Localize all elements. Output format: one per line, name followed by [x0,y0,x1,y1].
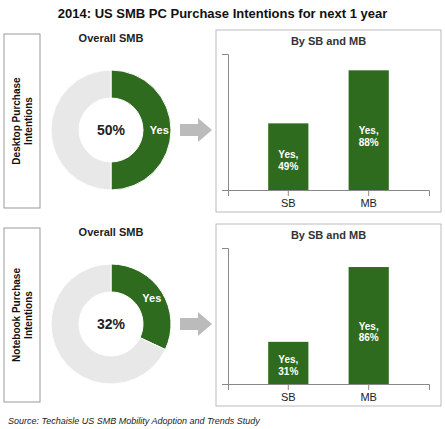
tick [288,384,289,390]
bars [268,70,389,190]
bar [349,267,389,384]
data-label: Yes,31% [278,354,298,377]
panel-frame [216,30,441,212]
tick [368,190,369,196]
panel-frame [216,224,441,406]
donut: Yes 50% [51,70,171,190]
pie-chart: Desktop PurchaseIntentions Overall SMB Yes… [4,32,212,208]
arrow [180,312,212,336]
chart-title: Overall SMB [79,32,144,44]
pie-chart: Notebook PurchaseIntentions Overall SMB Ye… [4,226,212,402]
chart-title: Overall SMB [79,226,144,238]
section-label: Desktop PurchaseIntentions [11,77,34,165]
section-label-box [4,228,40,402]
tick [288,190,289,196]
bar [268,123,308,190]
tick-label: SB [281,391,296,403]
axis-line [229,385,430,391]
data-label: Yes,86% [359,320,379,343]
chart-title: By SB and MB [291,35,366,47]
source: Source: Techaisle US SMB Mobility Adopti… [8,416,260,426]
axis-line [222,55,229,191]
tick-label: MB [360,391,377,403]
donut: Yes 32% [51,264,171,384]
center-label: 32% [97,316,126,332]
slice [111,264,171,350]
y-axis [222,55,229,191]
y-axis [222,249,229,385]
x-axis: SB MB [229,384,430,403]
tick-label: MB [360,197,377,209]
chart: 2014: US SMB PC Purchase Intentions for … [0,0,445,429]
slice [51,264,165,384]
center-label: 50% [97,122,126,138]
bars [268,267,389,384]
tick [368,384,369,390]
x-axis: SB MB [229,190,430,209]
bar-chart: By SB and MB SB MB Yes,31% Yes,86% [216,224,441,406]
arrow [180,118,212,142]
bar [268,342,308,384]
title: 2014: US SMB PC Purchase Intentions for … [58,6,387,21]
axis-line [229,191,430,197]
section-label-box [4,34,40,208]
chart-title: By SB and MB [291,229,366,241]
section-label: Notebook PurchaseIntentions [11,268,34,362]
tick-label: SB [281,197,296,209]
slice-label: Yes [150,124,169,136]
bar-chart: By SB and MB SB MB Yes,49% Yes,88% [216,30,441,212]
data-label: Yes,49% [278,149,298,172]
slice-label: Yes [142,292,161,304]
axis-line [222,249,229,385]
bar [349,70,389,190]
data-label: Yes,88% [359,125,379,148]
